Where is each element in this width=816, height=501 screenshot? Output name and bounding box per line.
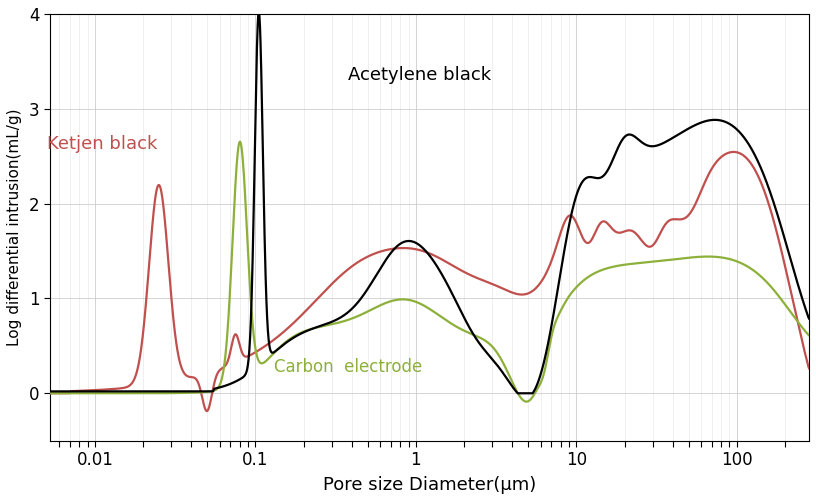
Text: Acetylene black: Acetylene black [348,66,491,84]
X-axis label: Pore size Diameter(μm): Pore size Diameter(μm) [323,476,536,494]
Text: Carbon  electrode: Carbon electrode [273,358,422,376]
Y-axis label: Log differential intrusion(mL/g): Log differential intrusion(mL/g) [7,109,22,346]
Text: Ketjen black: Ketjen black [47,135,157,153]
